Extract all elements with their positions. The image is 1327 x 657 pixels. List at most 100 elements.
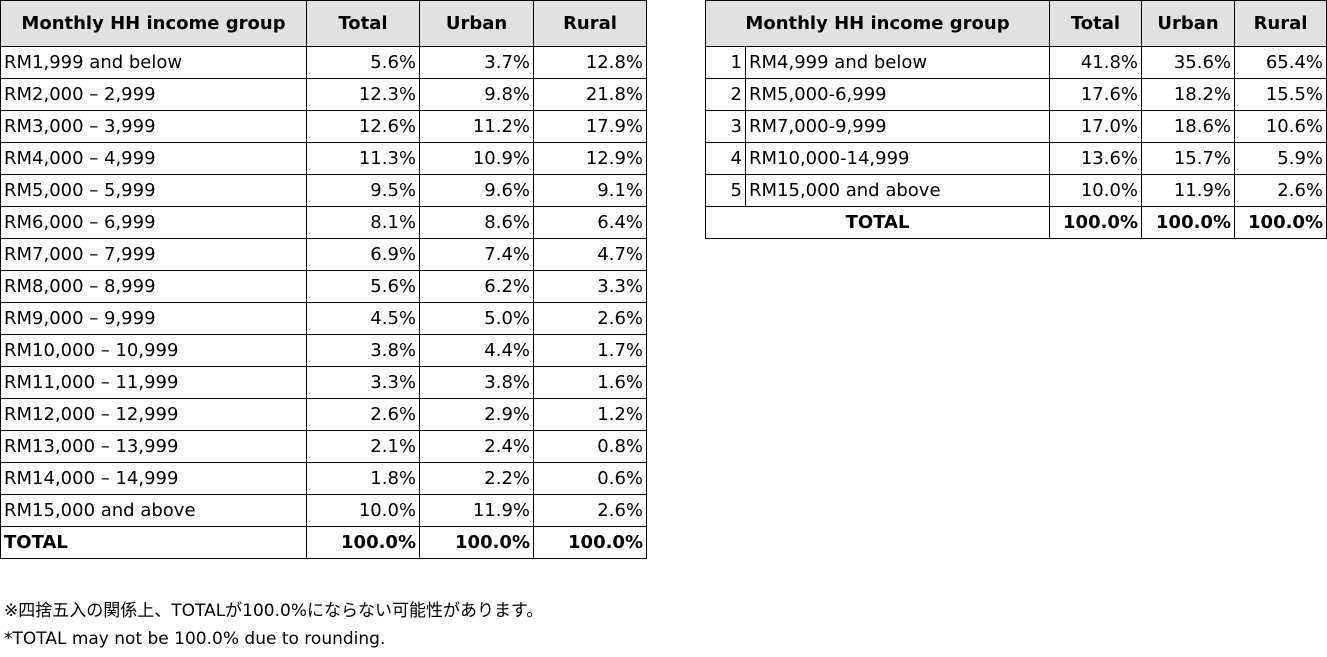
table-header-row: Monthly HH income group Total Urban Rura… <box>705 0 1327 47</box>
cell-total: 13.6% <box>1049 142 1142 175</box>
cell-rural: 9.1% <box>533 174 647 207</box>
cell-rural: 65.4% <box>1234 46 1327 79</box>
cell-rural: 21.8% <box>533 78 647 111</box>
cell-total: 12.3% <box>306 78 420 111</box>
column-header-income-group: Monthly HH income group <box>705 0 1050 47</box>
total-cell-total: 100.0% <box>1049 206 1142 239</box>
column-header-income-group: Monthly HH income group <box>0 0 307 47</box>
cell-urban: 4.4% <box>419 334 534 367</box>
income-distribution-detailed-table: Monthly HH income group Total Urban Rura… <box>0 0 647 559</box>
cell-income-group: RM5,000-6,999 <box>745 78 1050 111</box>
cell-rural: 12.8% <box>533 46 647 79</box>
total-cell-urban: 100.0% <box>1141 206 1235 239</box>
cell-income-group: RM12,000 – 12,999 <box>0 398 307 431</box>
cell-total: 4.5% <box>306 302 420 335</box>
cell-rural: 3.3% <box>533 270 647 303</box>
total-cell-label: TOTAL <box>705 206 1050 239</box>
cell-urban: 3.7% <box>419 46 534 79</box>
cell-index: 1 <box>705 46 746 79</box>
cell-income-group: RM5,000 – 5,999 <box>0 174 307 207</box>
cell-rural: 12.9% <box>533 142 647 175</box>
table-row: 5 RM15,000 and above 10.0% 11.9% 2.6% <box>705 174 1327 207</box>
cell-index: 2 <box>705 78 746 111</box>
cell-total: 10.0% <box>306 494 420 527</box>
cell-urban: 11.9% <box>1141 174 1235 207</box>
cell-income-group: RM10,000-14,999 <box>745 142 1050 175</box>
table-row: RM12,000 – 12,999 2.6% 2.9% 1.2% <box>0 398 647 431</box>
cell-rural: 1.6% <box>533 366 647 399</box>
cell-income-group: RM15,000 and above <box>745 174 1050 207</box>
cell-urban: 5.0% <box>419 302 534 335</box>
table-row: RM13,000 – 13,999 2.1% 2.4% 0.8% <box>0 430 647 463</box>
table-row: RM6,000 – 6,999 8.1% 8.6% 6.4% <box>0 206 647 239</box>
cell-total: 9.5% <box>306 174 420 207</box>
total-row: TOTAL 100.0% 100.0% 100.0% <box>0 526 647 559</box>
cell-income-group: RM10,000 – 10,999 <box>0 334 307 367</box>
cell-rural: 17.9% <box>533 110 647 143</box>
cell-income-group: RM2,000 – 2,999 <box>0 78 307 111</box>
cell-urban: 15.7% <box>1141 142 1235 175</box>
cell-rural: 2.6% <box>533 494 647 527</box>
cell-total: 2.6% <box>306 398 420 431</box>
cell-total: 5.6% <box>306 46 420 79</box>
cell-income-group: RM8,000 – 8,999 <box>0 270 307 303</box>
table-row: 3 RM7,000-9,999 17.0% 18.6% 10.6% <box>705 110 1327 143</box>
cell-income-group: RM7,000 – 7,999 <box>0 238 307 271</box>
cell-rural: 10.6% <box>1234 110 1327 143</box>
cell-total: 2.1% <box>306 430 420 463</box>
cell-rural: 2.6% <box>1234 174 1327 207</box>
column-header-total: Total <box>306 0 420 47</box>
cell-urban: 35.6% <box>1141 46 1235 79</box>
column-header-urban: Urban <box>419 0 534 47</box>
cell-index: 3 <box>705 110 746 143</box>
cell-income-group: RM4,000 – 4,999 <box>0 142 307 175</box>
cell-urban: 18.2% <box>1141 78 1235 111</box>
column-header-rural: Rural <box>533 0 647 47</box>
cell-urban: 2.4% <box>419 430 534 463</box>
total-cell-income-group: TOTAL <box>0 526 307 559</box>
table-row: RM5,000 – 5,999 9.5% 9.6% 9.1% <box>0 174 647 207</box>
cell-total: 1.8% <box>306 462 420 495</box>
total-cell-rural: 100.0% <box>533 526 647 559</box>
cell-urban: 8.6% <box>419 206 534 239</box>
cell-total: 10.0% <box>1049 174 1142 207</box>
table-row: 4 RM10,000-14,999 13.6% 15.7% 5.9% <box>705 142 1327 175</box>
cell-total: 12.6% <box>306 110 420 143</box>
cell-rural: 4.7% <box>533 238 647 271</box>
cell-urban: 18.6% <box>1141 110 1235 143</box>
cell-rural: 0.6% <box>533 462 647 495</box>
cell-income-group: RM11,000 – 11,999 <box>0 366 307 399</box>
cell-urban: 9.8% <box>419 78 534 111</box>
cell-rural: 5.9% <box>1234 142 1327 175</box>
cell-urban: 10.9% <box>419 142 534 175</box>
cell-total: 8.1% <box>306 206 420 239</box>
total-row: TOTAL 100.0% 100.0% 100.0% <box>705 206 1327 239</box>
column-header-rural: Rural <box>1234 0 1327 47</box>
table-row: RM4,000 – 4,999 11.3% 10.9% 12.9% <box>0 142 647 175</box>
cell-urban: 6.2% <box>419 270 534 303</box>
table-row: RM2,000 – 2,999 12.3% 9.8% 21.8% <box>0 78 647 111</box>
cell-total: 5.6% <box>306 270 420 303</box>
cell-total: 3.3% <box>306 366 420 399</box>
income-distribution-grouped-table: Monthly HH income group Total Urban Rura… <box>705 0 1327 239</box>
table-row: RM8,000 – 8,999 5.6% 6.2% 3.3% <box>0 270 647 303</box>
total-cell-urban: 100.0% <box>419 526 534 559</box>
total-cell-total: 100.0% <box>306 526 420 559</box>
cell-income-group: RM7,000-9,999 <box>745 110 1050 143</box>
cell-urban: 11.2% <box>419 110 534 143</box>
cell-total: 6.9% <box>306 238 420 271</box>
cell-total: 3.8% <box>306 334 420 367</box>
cell-income-group: RM4,999 and below <box>745 46 1050 79</box>
cell-index: 4 <box>705 142 746 175</box>
table-header-row: Monthly HH income group Total Urban Rura… <box>0 0 647 47</box>
cell-income-group: RM6,000 – 6,999 <box>0 206 307 239</box>
table-row: RM14,000 – 14,999 1.8% 2.2% 0.6% <box>0 462 647 495</box>
cell-total: 11.3% <box>306 142 420 175</box>
table-row: RM9,000 – 9,999 4.5% 5.0% 2.6% <box>0 302 647 335</box>
table-row: RM11,000 – 11,999 3.3% 3.8% 1.6% <box>0 366 647 399</box>
cell-urban: 2.2% <box>419 462 534 495</box>
table-row: RM3,000 – 3,999 12.6% 11.2% 17.9% <box>0 110 647 143</box>
cell-total: 17.6% <box>1049 78 1142 111</box>
cell-urban: 11.9% <box>419 494 534 527</box>
cell-total: 17.0% <box>1049 110 1142 143</box>
